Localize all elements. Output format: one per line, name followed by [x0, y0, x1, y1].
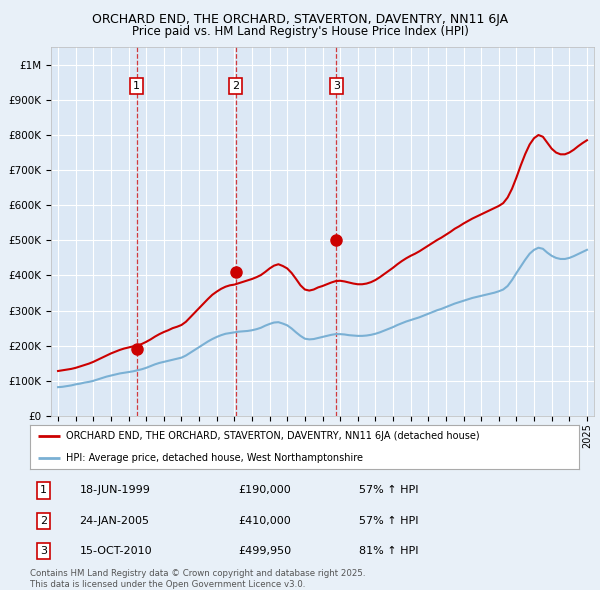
Text: 81% ↑ HPI: 81% ↑ HPI — [359, 546, 419, 556]
Text: 57% ↑ HPI: 57% ↑ HPI — [359, 516, 419, 526]
Text: £190,000: £190,000 — [239, 486, 292, 496]
Text: ORCHARD END, THE ORCHARD, STAVERTON, DAVENTRY, NN11 6JA (detached house): ORCHARD END, THE ORCHARD, STAVERTON, DAV… — [65, 431, 479, 441]
Text: 3: 3 — [40, 546, 47, 556]
Text: 24-JAN-2005: 24-JAN-2005 — [79, 516, 149, 526]
Text: Contains HM Land Registry data © Crown copyright and database right 2025.
This d: Contains HM Land Registry data © Crown c… — [30, 569, 365, 589]
Text: ORCHARD END, THE ORCHARD, STAVERTON, DAVENTRY, NN11 6JA: ORCHARD END, THE ORCHARD, STAVERTON, DAV… — [92, 13, 508, 26]
Text: 57% ↑ HPI: 57% ↑ HPI — [359, 486, 419, 496]
Text: HPI: Average price, detached house, West Northamptonshire: HPI: Average price, detached house, West… — [65, 453, 362, 463]
Text: 1: 1 — [40, 486, 47, 496]
Text: 2: 2 — [232, 81, 239, 91]
Text: 18-JUN-1999: 18-JUN-1999 — [79, 486, 150, 496]
Text: 3: 3 — [333, 81, 340, 91]
Text: 2: 2 — [40, 516, 47, 526]
Text: £410,000: £410,000 — [239, 516, 292, 526]
Text: £499,950: £499,950 — [239, 546, 292, 556]
Text: 15-OCT-2010: 15-OCT-2010 — [79, 546, 152, 556]
Text: Price paid vs. HM Land Registry's House Price Index (HPI): Price paid vs. HM Land Registry's House … — [131, 25, 469, 38]
Text: 1: 1 — [133, 81, 140, 91]
